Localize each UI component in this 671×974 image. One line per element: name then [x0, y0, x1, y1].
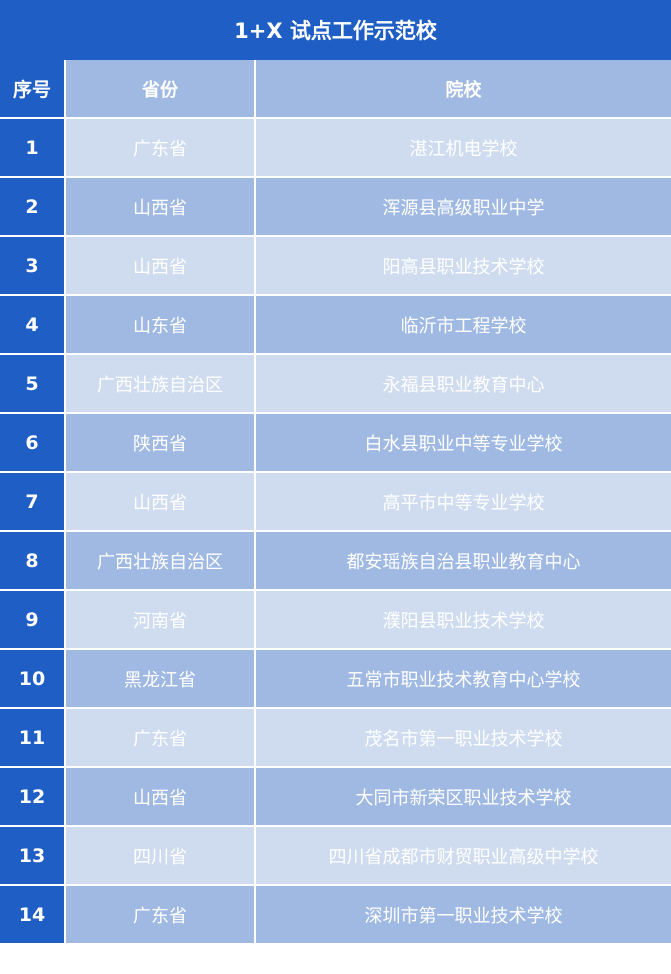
row-province: 黑龙江省: [64, 648, 256, 709]
table-row: 3 山西省 阳高县职业技术学校: [0, 235, 671, 296]
row-school: 白水县职业中等专业学校: [254, 412, 671, 473]
header-school: 院校: [254, 60, 671, 119]
row-number: 8: [0, 530, 66, 591]
table-row: 14 广东省 深圳市第一职业技术学校: [0, 884, 671, 945]
row-number: 4: [0, 294, 66, 355]
row-province: 山西省: [64, 766, 256, 827]
row-school: 高平市中等专业学校: [254, 471, 671, 532]
row-school: 深圳市第一职业技术学校: [254, 884, 671, 945]
row-province: 广东省: [64, 707, 256, 768]
row-number: 9: [0, 589, 66, 650]
table-row: 11 广东省 茂名市第一职业技术学校: [0, 707, 671, 768]
row-number: 6: [0, 412, 66, 473]
row-number: 11: [0, 707, 66, 768]
header-province: 省份: [64, 60, 256, 119]
row-number: 5: [0, 353, 66, 414]
row-school: 茂名市第一职业技术学校: [254, 707, 671, 768]
row-province: 山西省: [64, 471, 256, 532]
row-province: 广西壮族自治区: [64, 353, 256, 414]
row-school: 大同市新荣区职业技术学校: [254, 766, 671, 827]
table-row: 12 山西省 大同市新荣区职业技术学校: [0, 766, 671, 827]
table-row: 1 广东省 湛江机电学校: [0, 117, 671, 178]
row-province: 河南省: [64, 589, 256, 650]
header-row: 序号 省份 院校: [0, 60, 671, 119]
row-number: 14: [0, 884, 66, 945]
row-number: 3: [0, 235, 66, 296]
table-row: 8 广西壮族自治区 都安瑶族自治县职业教育中心: [0, 530, 671, 591]
table-row: 5 广西壮族自治区 永福县职业教育中心: [0, 353, 671, 414]
row-province: 山西省: [64, 176, 256, 237]
row-province: 山西省: [64, 235, 256, 296]
table-row: 9 河南省 濮阳县职业技术学校: [0, 589, 671, 650]
row-province: 四川省: [64, 825, 256, 886]
table-row: 6 陕西省 白水县职业中等专业学校: [0, 412, 671, 473]
header-num: 序号: [0, 60, 66, 119]
row-number: 2: [0, 176, 66, 237]
table-row: 2 山西省 浑源县高级职业中学: [0, 176, 671, 237]
table-row: 13 四川省 四川省成都市财贸职业高级中学校: [0, 825, 671, 886]
row-school: 永福县职业教育中心: [254, 353, 671, 414]
row-school: 四川省成都市财贸职业高级中学校: [254, 825, 671, 886]
row-province: 陕西省: [64, 412, 256, 473]
table-row: 10 黑龙江省 五常市职业技术教育中心学校: [0, 648, 671, 709]
row-province: 山东省: [64, 294, 256, 355]
row-school: 都安瑶族自治县职业教育中心: [254, 530, 671, 591]
row-school: 阳高县职业技术学校: [254, 235, 671, 296]
row-province: 广东省: [64, 884, 256, 945]
row-school: 浑源县高级职业中学: [254, 176, 671, 237]
table-row: 4 山东省 临沂市工程学校: [0, 294, 671, 355]
row-number: 1: [0, 117, 66, 178]
row-school: 湛江机电学校: [254, 117, 671, 178]
table-title: 1+X 试点工作示范校: [0, 0, 671, 60]
row-province: 广西壮族自治区: [64, 530, 256, 591]
table-row: 7 山西省 高平市中等专业学校: [0, 471, 671, 532]
row-school: 濮阳县职业技术学校: [254, 589, 671, 650]
row-number: 12: [0, 766, 66, 827]
schools-table: 序号 省份 院校 1 广东省 湛江机电学校 2 山西省 浑源县高级职业中学 3 山西省 阳高县职…: [0, 60, 671, 945]
row-province: 广东省: [64, 117, 256, 178]
row-number: 13: [0, 825, 66, 886]
row-school: 五常市职业技术教育中心学校: [254, 648, 671, 709]
row-number: 7: [0, 471, 66, 532]
row-school: 临沂市工程学校: [254, 294, 671, 355]
row-number: 10: [0, 648, 66, 709]
